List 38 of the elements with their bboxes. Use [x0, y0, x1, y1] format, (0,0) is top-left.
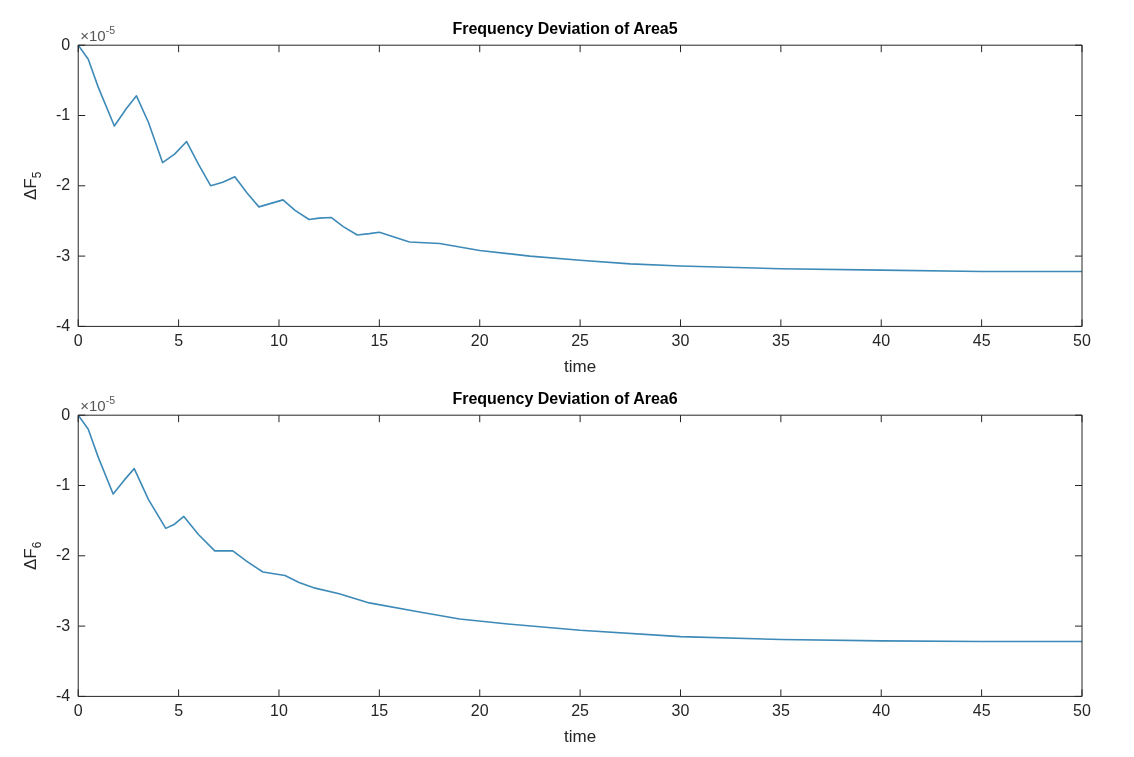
y-tick-label: -4 — [55, 686, 71, 704]
y-tick-label: 0 — [61, 405, 71, 423]
chart-title: Frequency Deviation of Area6 — [452, 390, 678, 408]
x-tick-label: 15 — [370, 332, 389, 350]
x-tick-label: 40 — [872, 332, 891, 350]
x-tick-label: 15 — [370, 702, 389, 720]
x-tick-label: 20 — [470, 332, 489, 350]
x-tick-label: 45 — [972, 702, 991, 720]
chart-title: Frequency Deviation of Area5 — [452, 20, 678, 38]
y-tick-label: -3 — [55, 246, 71, 264]
x-tick-label: 40 — [872, 702, 891, 720]
y-tick-label: -4 — [55, 316, 71, 334]
y-axis-title: ΔF6 — [21, 541, 45, 571]
x-tick-label: 25 — [571, 702, 590, 720]
y-tick-label: -1 — [55, 475, 71, 493]
y-axis-title: ΔF5 — [21, 171, 45, 201]
x-tick-label: 30 — [671, 332, 690, 350]
x-tick-label: 30 — [671, 702, 690, 720]
y-tick-label: -1 — [55, 105, 71, 123]
x-tick-label: 0 — [73, 702, 83, 720]
x-tick-label: 35 — [771, 332, 790, 350]
x-tick-label: 45 — [972, 332, 991, 350]
x-tick-label: 5 — [174, 332, 184, 350]
x-axis-title: time — [564, 727, 597, 747]
y-tick-label: -2 — [55, 546, 71, 564]
x-tick-label: 25 — [571, 332, 590, 350]
y-tick-label: -3 — [55, 616, 71, 634]
x-tick-label: 10 — [270, 702, 288, 720]
x-tick-label: 50 — [1073, 702, 1091, 720]
x-tick-label: 50 — [1073, 332, 1091, 350]
y-tick-label: -2 — [55, 176, 71, 194]
y-tick-label: 0 — [61, 35, 71, 53]
x-tick-label: 5 — [174, 702, 184, 720]
x-tick-label: 0 — [73, 332, 83, 350]
x-tick-label: 10 — [270, 332, 288, 350]
x-tick-label: 35 — [771, 702, 790, 720]
x-axis-title: time — [564, 357, 597, 377]
x-tick-label: 20 — [470, 702, 489, 720]
